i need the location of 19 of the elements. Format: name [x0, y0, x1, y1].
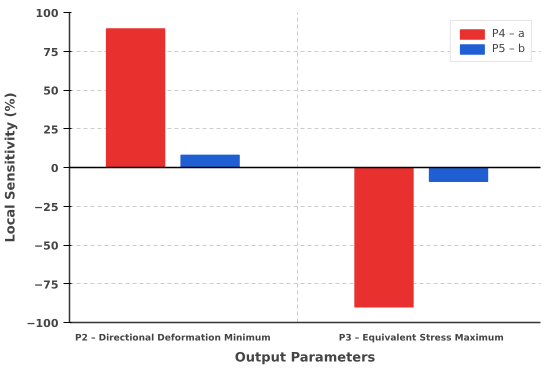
y-tick-label: 50 — [43, 84, 59, 98]
x-axis-title: Output Parameters — [234, 350, 376, 366]
y-tick-label: 25 — [43, 123, 59, 136]
y-axis-title: Local Sensitivity (%) — [3, 92, 18, 243]
y-tick-label: −50 — [34, 240, 59, 252]
bar — [180, 154, 240, 168]
y-tick-label: 0 — [50, 162, 59, 175]
legend-label: P4 – a — [492, 27, 525, 40]
y-tick-label: 75 — [43, 46, 59, 59]
legend-label: P5 – b — [492, 42, 525, 55]
bar — [106, 28, 166, 168]
bar — [428, 167, 488, 182]
x-tick-label: P2 – Directional Deformation Minimum — [74, 334, 271, 344]
x-tick-label: P3 – Equivalent Stress Maximum — [338, 334, 504, 344]
y-tick-label: −25 — [34, 200, 59, 214]
y-tick-label: 100 — [36, 7, 59, 20]
y-tick-label: −75 — [34, 278, 59, 292]
bar — [354, 167, 414, 308]
y-tick-label: −100 — [26, 317, 59, 330]
